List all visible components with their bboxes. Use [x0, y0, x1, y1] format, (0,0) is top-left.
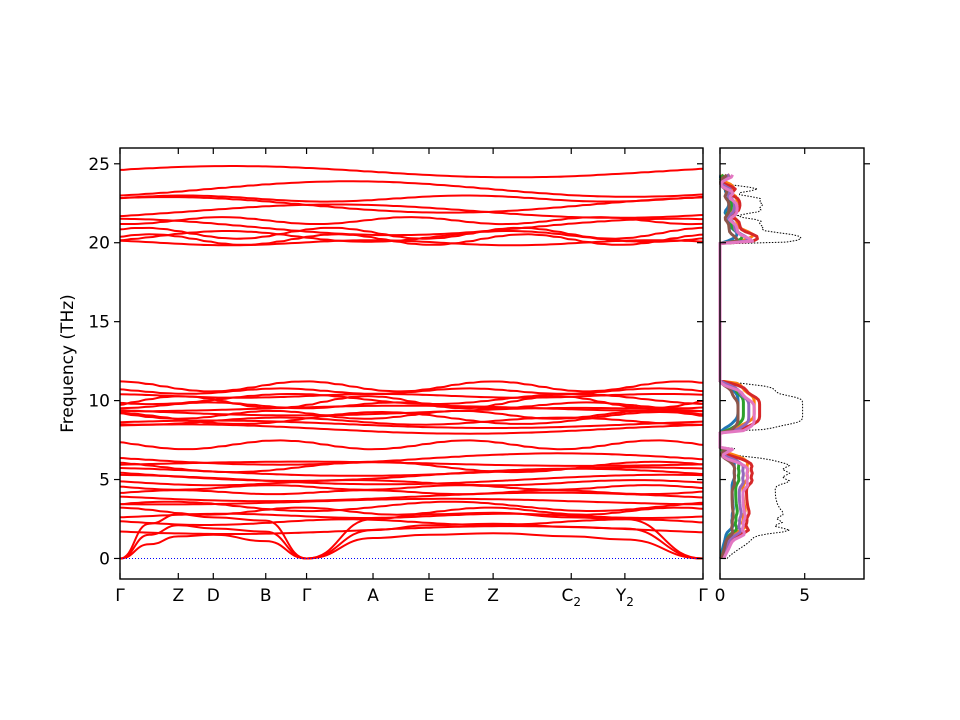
- acoustic-branch: [119, 532, 704, 560]
- optical-branch: [119, 395, 704, 410]
- optical-branch: [119, 239, 704, 247]
- optical-branch: [119, 180, 704, 198]
- total-dos-curve: [719, 175, 804, 559]
- optical-branch: [119, 194, 704, 203]
- optical-branch: [119, 518, 704, 526]
- optical-branch: [119, 393, 704, 399]
- optical-branch: [119, 217, 704, 237]
- optical-branch: [120, 404, 703, 413]
- optical-branch: [119, 406, 704, 417]
- optical-branch: [119, 506, 704, 516]
- dos-y-ticks: [720, 163, 870, 560]
- optical-branch: [119, 460, 704, 467]
- dos-x-tick-label: 5: [799, 586, 810, 606]
- optical-branch: [119, 489, 704, 496]
- optical-branch: [119, 525, 704, 536]
- optical-branch: [119, 467, 704, 482]
- optical-branch: [119, 233, 704, 246]
- kpoint-label: Z: [172, 586, 184, 606]
- kpoint-label: Γ: [115, 586, 125, 606]
- optical-branch: [119, 484, 704, 491]
- band-kpoint-ticks: Γ Z D B Γ A E Z C2 Y2 Γ: [115, 148, 708, 609]
- kpoint-label: Γ: [302, 586, 312, 606]
- band-structure-panel: 0 5 10 15 20 25 Γ Z D B Γ A E Z C2 Y2 Γ Frequency (THz): [58, 147, 708, 609]
- optical-branch: [119, 380, 704, 393]
- optical-branch: [119, 196, 704, 214]
- kpoint-label: Γ: [698, 586, 708, 606]
- y-tick-label: 5: [99, 471, 110, 491]
- optical-branch: [119, 479, 704, 487]
- y-tick-label: 15: [88, 313, 110, 333]
- band-y-ticks: 0 5 10 15 20 25: [88, 155, 703, 569]
- band-plot-frame: [119, 147, 704, 580]
- optical-branch: [119, 439, 704, 451]
- optical-branch: [119, 409, 704, 420]
- kpoint-label: D: [207, 586, 220, 606]
- optical-branch: [119, 226, 704, 240]
- optical-branch: [119, 416, 704, 426]
- dos-lines: [718, 173, 804, 560]
- optical-branch: [119, 165, 704, 179]
- y-axis-label: Frequency (THz): [58, 294, 78, 433]
- y-tick-label: 20: [88, 234, 110, 254]
- kpoint-label: B: [260, 586, 272, 606]
- dos-x-tick-label: 0: [715, 586, 726, 606]
- y-tick-label: 10: [88, 392, 110, 412]
- optical-branch: [119, 452, 704, 466]
- band-lines: [119, 165, 704, 560]
- y-tick-label: 0: [99, 549, 110, 569]
- optical-branch: [119, 203, 704, 219]
- kpoint-label: Z: [487, 586, 499, 606]
- kpoint-label: C2: [561, 586, 581, 609]
- kpoint-label: A: [367, 586, 379, 606]
- kpoint-label: E: [424, 586, 435, 606]
- optical-branch: [119, 497, 704, 506]
- kpoint-label: Y2: [615, 586, 634, 609]
- dos-plot-frame: [719, 147, 865, 580]
- y-tick-label: 25: [88, 155, 110, 175]
- optical-branch: [119, 423, 704, 435]
